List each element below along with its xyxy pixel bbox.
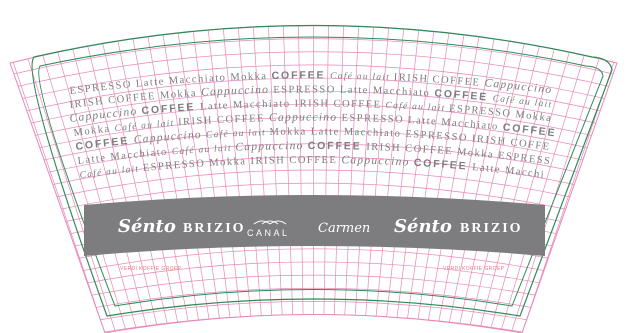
- pattern-word: IRISH COFFEE: [178, 113, 268, 128]
- pattern-word: IRISH COFFEE: [250, 155, 340, 167]
- grid-radial-line: [396, 25, 436, 319]
- pattern-word: ESPRESSO: [405, 129, 471, 144]
- grid-radial-line: [115, 33, 179, 324]
- pattern-word: Café au lait: [79, 164, 142, 181]
- grid-radial-line: [100, 36, 168, 325]
- grid-radial-line: [511, 49, 603, 332]
- pattern-word: Cappuccino: [484, 77, 552, 96]
- pattern-word: Cappuccino: [201, 84, 272, 99]
- canal-waves-icon: [253, 220, 287, 225]
- pattern-word: Mokka: [209, 156, 249, 169]
- grid-radial-line: [323, 25, 330, 316]
- inner-cut-outline: [38, 36, 604, 307]
- brizio-logo-left: BRIZIO: [183, 221, 246, 236]
- pattern-word: COFFEE: [434, 87, 492, 103]
- grid-radial-line: [490, 44, 572, 329]
- pattern-word: ESPRESSO: [341, 113, 407, 126]
- brizio-logo-right: BRIZIO: [460, 221, 523, 236]
- pattern-word: Mokka: [457, 147, 498, 161]
- outer-cut-outline: [31, 24, 613, 317]
- grid-radial-line: [417, 26, 466, 321]
- grid-radial-line: [500, 47, 587, 331]
- carmen-logo: Carmen: [318, 221, 370, 236]
- brand-logos: Sénto BRIZIO CANAL Carmen Sénto BRIZIO: [118, 216, 523, 238]
- grid-radial-line: [85, 38, 158, 327]
- pattern-word: Latte Macchiato: [311, 126, 405, 139]
- pattern-word: COFFEE: [502, 121, 556, 139]
- grid-radial-line: [191, 25, 231, 319]
- grid-radial-line: [237, 25, 262, 317]
- grid-radial-line: [479, 41, 557, 328]
- pattern-word: Latte Macchiato: [340, 85, 434, 100]
- grid-radial-line: [222, 25, 252, 317]
- grid-radial-line: [365, 25, 390, 317]
- grid-radial-line: [176, 25, 221, 320]
- grid-radial-line: [252, 25, 273, 316]
- sento-logo-right: Sénto: [394, 216, 452, 237]
- grid-radial-line: [448, 33, 512, 324]
- grid-radial-line: [131, 31, 189, 323]
- footer-label-left: VERDI KOFFIE GROEP: [120, 266, 182, 272]
- grid-radial-line: [24, 49, 116, 332]
- coffee-words-pattern: ESPRESSO Latte Macchiato Mokka COFFEE Ca…: [0, 0, 556, 181]
- pattern-word: Latte Macchiato: [200, 99, 294, 113]
- grid-radial-line: [386, 25, 421, 318]
- pattern-word: Mokka: [230, 71, 270, 83]
- pattern-word: COFFEE: [413, 157, 471, 173]
- grid-radial-line: [375, 25, 405, 317]
- grid-radial-line: [161, 26, 210, 321]
- grid-radial-line: [206, 25, 241, 318]
- pattern-word: COFFEE: [141, 101, 199, 117]
- grid-radial-line: [267, 25, 283, 316]
- grid-radial-line: [10, 52, 106, 333]
- grid-radial-line: [427, 28, 481, 322]
- grid-radial-line: [297, 25, 304, 316]
- grid-radial-line: [354, 25, 375, 316]
- pattern-word: Mokka: [160, 88, 201, 102]
- pattern-word: Café au lait: [330, 71, 393, 83]
- brand-band: [84, 195, 545, 256]
- pattern-word: IRISH COFFEE: [295, 98, 385, 110]
- pattern-word: COFFEE: [308, 140, 366, 153]
- pattern-word: Mokka: [269, 127, 309, 139]
- grid-radial-line: [334, 25, 345, 316]
- canal-logo: CANAL: [247, 220, 290, 238]
- pattern-word: Mokka: [515, 109, 552, 124]
- footer-label-right: VERDI KOFFIE GROEP: [443, 266, 505, 272]
- grid-radial-line: [438, 31, 496, 323]
- pattern-word: ESPRESSO: [142, 158, 208, 174]
- grid-radial-line: [146, 28, 200, 322]
- pattern-word: Café au lait: [385, 100, 448, 114]
- grid-radial-line: [55, 44, 137, 329]
- canal-wordmark: CANAL: [247, 228, 290, 238]
- pattern-word: Cappuccino: [235, 140, 306, 154]
- pattern-word: COFFEE: [271, 69, 329, 81]
- grid-radial-line: [469, 38, 542, 327]
- pattern-word: Café au lait: [206, 128, 269, 141]
- grid-radial-line: [282, 25, 293, 316]
- pattern-word: ESPRESSO: [273, 84, 339, 95]
- pattern-word: Café au lait: [172, 144, 235, 158]
- grid-radial-line: [459, 36, 527, 325]
- grid-radial-line: [406, 25, 451, 320]
- sento-logo-left: Sénto: [118, 216, 176, 237]
- grid-radial-line: [344, 25, 360, 316]
- grid-radial-line: [70, 41, 148, 328]
- grid-radial-line: [40, 47, 127, 331]
